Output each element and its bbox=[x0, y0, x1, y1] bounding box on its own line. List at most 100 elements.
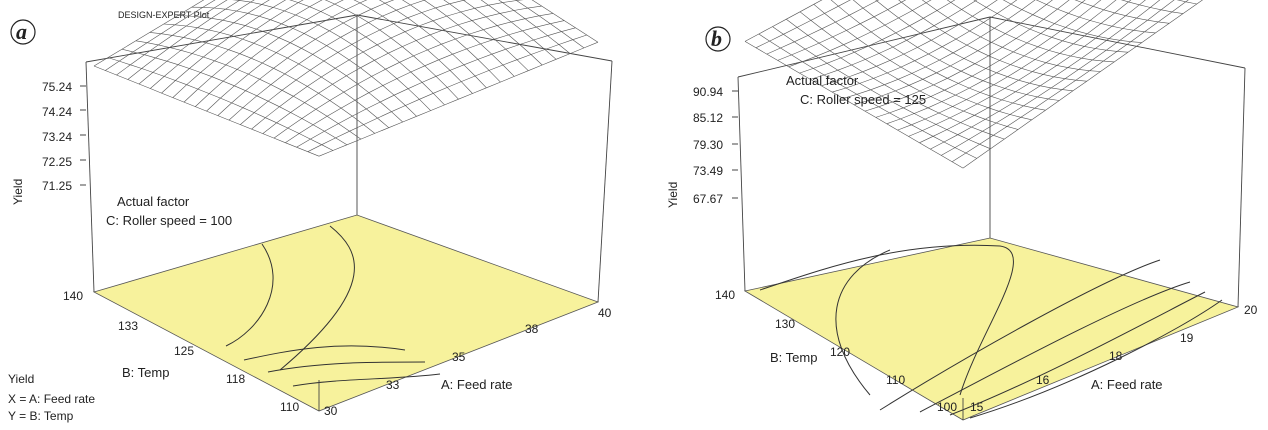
z-tick-label: 71.25 bbox=[42, 179, 72, 193]
contour-line bbox=[243, 345, 406, 361]
surface-grid-line bbox=[127, 0, 241, 80]
surface-grid-line bbox=[289, 0, 445, 106]
surface-grid-line bbox=[135, 40, 362, 140]
panel-a-annotation-title: Actual factor bbox=[117, 194, 190, 209]
surface-grid-line bbox=[1035, 0, 1156, 34]
surface-grid-line bbox=[296, 27, 576, 148]
contour-line bbox=[969, 299, 1223, 419]
surface-grid-line bbox=[962, 0, 1203, 169]
surface-grid-line bbox=[946, 0, 1115, 63]
surface-grid-line bbox=[832, 0, 1018, 93]
surface-grid-line bbox=[515, 0, 585, 49]
panel-a-x-axis-label: A: Feed rate bbox=[441, 377, 513, 392]
panel-a-z-ticks: 71.25 72.25 73.24 74.24 75.24 bbox=[42, 80, 86, 193]
panel-b-annotation-title: Actual factor bbox=[786, 73, 859, 88]
surface-grid-line bbox=[744, 0, 823, 42]
panel-b-label: b bbox=[711, 26, 722, 51]
x-tick-label: 20 bbox=[1244, 303, 1258, 317]
surface-grid-line bbox=[402, 0, 501, 83]
surface-grid-line bbox=[1120, 0, 1184, 14]
z-tick-label: 72.25 bbox=[42, 155, 72, 169]
panel-a-z-axis-label: Yield bbox=[11, 179, 25, 205]
y-tick-label: 140 bbox=[715, 288, 735, 302]
panel-a-label-circle bbox=[10, 19, 36, 45]
surface-grid-line bbox=[195, 0, 344, 107]
surface-grid-line bbox=[897, 0, 1117, 131]
surface-grid-line bbox=[810, 0, 978, 80]
surface-grid-line bbox=[378, 0, 487, 89]
header-note: DESIGN-EXPERT Plot bbox=[118, 10, 210, 20]
surface-grid-line bbox=[353, 0, 473, 94]
surface-grid-line bbox=[206, 0, 368, 112]
surface-grid-line bbox=[150, 0, 270, 89]
surface-grid-line bbox=[766, 0, 880, 55]
surface-grid-line bbox=[105, 0, 216, 71]
panel-b-annotation-value: C: Roller speed = 125 bbox=[800, 92, 926, 107]
z-tick-label: 85.12 bbox=[693, 111, 723, 125]
panel-b-z-ticks: 67.67 73.49 79.30 85.12 90.94 bbox=[693, 85, 738, 206]
contour-line bbox=[919, 281, 1191, 413]
panel-a: a DESIGN-EXPERT Plot bbox=[8, 0, 613, 423]
surface-grid-line bbox=[183, 0, 323, 103]
surface-grid-line bbox=[853, 0, 1053, 106]
x-tick-label: 30 bbox=[324, 404, 338, 418]
legend-response: Yield bbox=[8, 372, 34, 386]
x-tick-label: 33 bbox=[386, 378, 400, 392]
surface-grid-line bbox=[898, 0, 1087, 82]
panel-b-x-axis-label: A: Feed rate bbox=[1091, 377, 1163, 392]
surface-grid-line bbox=[799, 11, 1019, 130]
surface-grid-line bbox=[423, 0, 515, 77]
y-tick-label: 130 bbox=[775, 317, 795, 331]
x-tick-label: 38 bbox=[525, 322, 539, 336]
y-tick-label: 110 bbox=[886, 373, 905, 387]
surface-grid-line bbox=[262, 5, 542, 134]
surface-grid-line bbox=[138, 0, 255, 85]
x-tick-label: 35 bbox=[452, 350, 466, 364]
panel-b-y-ticks: 140 130 120 110 100 bbox=[715, 288, 957, 414]
z-tick-label: 75.24 bbox=[42, 80, 72, 94]
y-tick-label: 140 bbox=[63, 289, 83, 303]
surface-grid-line bbox=[462, 0, 543, 66]
z-tick-label: 90.94 bbox=[693, 85, 723, 99]
panel-a-label: a bbox=[16, 19, 27, 44]
surface-grid-line bbox=[821, 0, 998, 87]
panel-a-contour-floor bbox=[92, 214, 600, 412]
panel-b: b bbox=[666, 0, 1258, 421]
panel-b-z-axis-label: Yield bbox=[666, 182, 680, 208]
surface-grid-line bbox=[116, 0, 228, 76]
x-tick-label: 15 bbox=[970, 400, 984, 414]
surface-grid-line bbox=[307, 34, 587, 152]
surface-grid-line bbox=[498, 0, 571, 54]
panel-b-box-frame bbox=[737, 16, 1246, 420]
panel-b-label-circle bbox=[705, 26, 731, 52]
surface-grid-line bbox=[161, 0, 287, 94]
x-tick-label: 18 bbox=[1109, 349, 1123, 363]
contour-line bbox=[292, 373, 441, 387]
contour-line bbox=[949, 291, 1206, 416]
y-tick-label: 120 bbox=[830, 345, 850, 359]
surface-grid-line bbox=[251, 0, 524, 130]
y-tick-label: 100 bbox=[937, 400, 957, 414]
surface-grid-line bbox=[843, 0, 1036, 99]
surface-grid-line bbox=[172, 0, 304, 98]
panel-a-annotation-value: C: Roller speed = 100 bbox=[106, 213, 232, 228]
z-tick-label: 67.67 bbox=[693, 192, 723, 206]
z-tick-label: 73.49 bbox=[693, 164, 723, 178]
legend-y: Y = B: Temp bbox=[8, 409, 74, 423]
surface-grid-line bbox=[1074, 0, 1170, 24]
panel-b-x-ticks: 15 16 18 19 20 bbox=[970, 303, 1258, 414]
surface-grid-line bbox=[788, 0, 932, 68]
x-tick-label: 16 bbox=[1036, 373, 1050, 387]
z-tick-label: 73.24 bbox=[42, 130, 72, 144]
surface-grid-line bbox=[177, 15, 403, 123]
surface-grid-line bbox=[973, 0, 1129, 53]
contour-line bbox=[267, 361, 426, 373]
contour-line bbox=[835, 249, 891, 396]
contour-line bbox=[759, 244, 1014, 396]
surface-grid-line bbox=[149, 32, 375, 134]
z-tick-label: 79.30 bbox=[693, 138, 723, 152]
contour-line bbox=[879, 259, 1161, 411]
surface-grid-line bbox=[951, 0, 1189, 162]
x-tick-label: 40 bbox=[598, 306, 612, 320]
